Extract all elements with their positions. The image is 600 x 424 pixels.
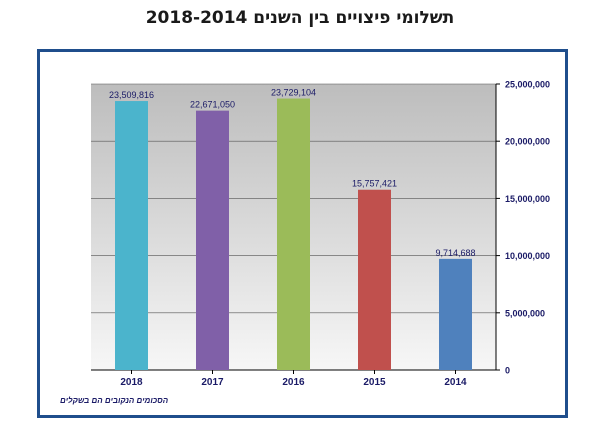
y-tick-label: 15,000,000 bbox=[505, 194, 550, 204]
y-tick-label: 10,000,000 bbox=[505, 251, 550, 261]
y-tick-label: 25,000,000 bbox=[505, 80, 550, 90]
y-tick-label: 0 bbox=[505, 366, 510, 376]
bar-2018 bbox=[115, 101, 148, 371]
value-label-2017: 22,671,050 bbox=[190, 100, 235, 110]
value-label-2018: 23,509,816 bbox=[109, 90, 154, 100]
x-tick-label: 2018 bbox=[120, 377, 143, 388]
bar-2017 bbox=[196, 110, 229, 370]
y-tick-label: 5,000,000 bbox=[505, 308, 545, 318]
value-label-2016: 23,729,104 bbox=[271, 88, 316, 98]
y-tick-label: 20,000,000 bbox=[505, 137, 550, 147]
bar-2014 bbox=[439, 258, 472, 370]
chart-title: תשלומי פיצויים בין השנים 2018-2014 bbox=[145, 8, 455, 28]
value-label-2015: 15,757,421 bbox=[352, 179, 397, 189]
currency-footnote: הסכומים הנקובים הם בשקלים bbox=[60, 396, 169, 405]
x-tick-label: 2014 bbox=[444, 377, 467, 388]
x-tick-label: 2017 bbox=[201, 377, 224, 388]
bar-2015 bbox=[358, 189, 391, 370]
value-label-2014: 9,714,688 bbox=[435, 248, 475, 258]
x-tick-label: 2016 bbox=[282, 377, 305, 388]
x-tick-label: 2015 bbox=[363, 377, 386, 388]
bar-2016 bbox=[277, 98, 310, 370]
